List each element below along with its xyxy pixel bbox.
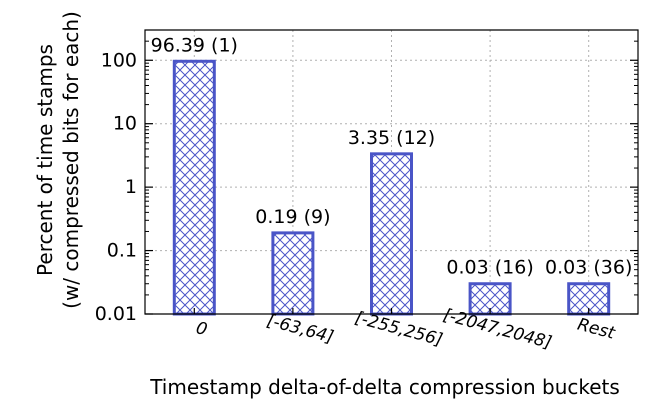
y-tick-label: 0.1	[107, 240, 137, 262]
y-axis-title-line1: Percent of time stamps	[33, 44, 57, 276]
y-axis-title-line2: (w/ compressed bits for each)	[59, 11, 83, 309]
axes	[144, 29, 639, 315]
y-tick-label: 0.01	[95, 303, 137, 325]
x-tick-label: 0	[194, 318, 210, 340]
y-tick-labels: 0.01 0.1 1 10 100	[95, 49, 137, 325]
bar	[172, 59, 216, 316]
y-tick-label: 100	[101, 49, 137, 71]
bar	[271, 231, 315, 316]
bars	[172, 59, 611, 316]
x-tick-label: [-63,64]	[265, 311, 336, 348]
x-tick-label: Rest	[575, 315, 618, 344]
data-label: 0.03 (36)	[545, 257, 632, 279]
y-axis-title: Percent of time stamps (w/ compressed bi…	[33, 11, 83, 309]
data-label: 96.39 (1)	[151, 34, 238, 56]
y-tick-label: 10	[113, 113, 137, 135]
x-axis-title: Timestamp delta-of-delta compression buc…	[149, 375, 620, 399]
bar	[370, 152, 413, 316]
data-labels: 96.39 (1) 0.19 (9) 3.35 (12) 0.03 (16) 0.03 …	[151, 34, 633, 278]
data-label: 3.35 (12)	[348, 127, 435, 149]
data-label: 0.19 (9)	[255, 206, 330, 228]
data-label: 0.03 (16)	[446, 257, 533, 279]
y-tick-label: 1	[125, 176, 137, 198]
